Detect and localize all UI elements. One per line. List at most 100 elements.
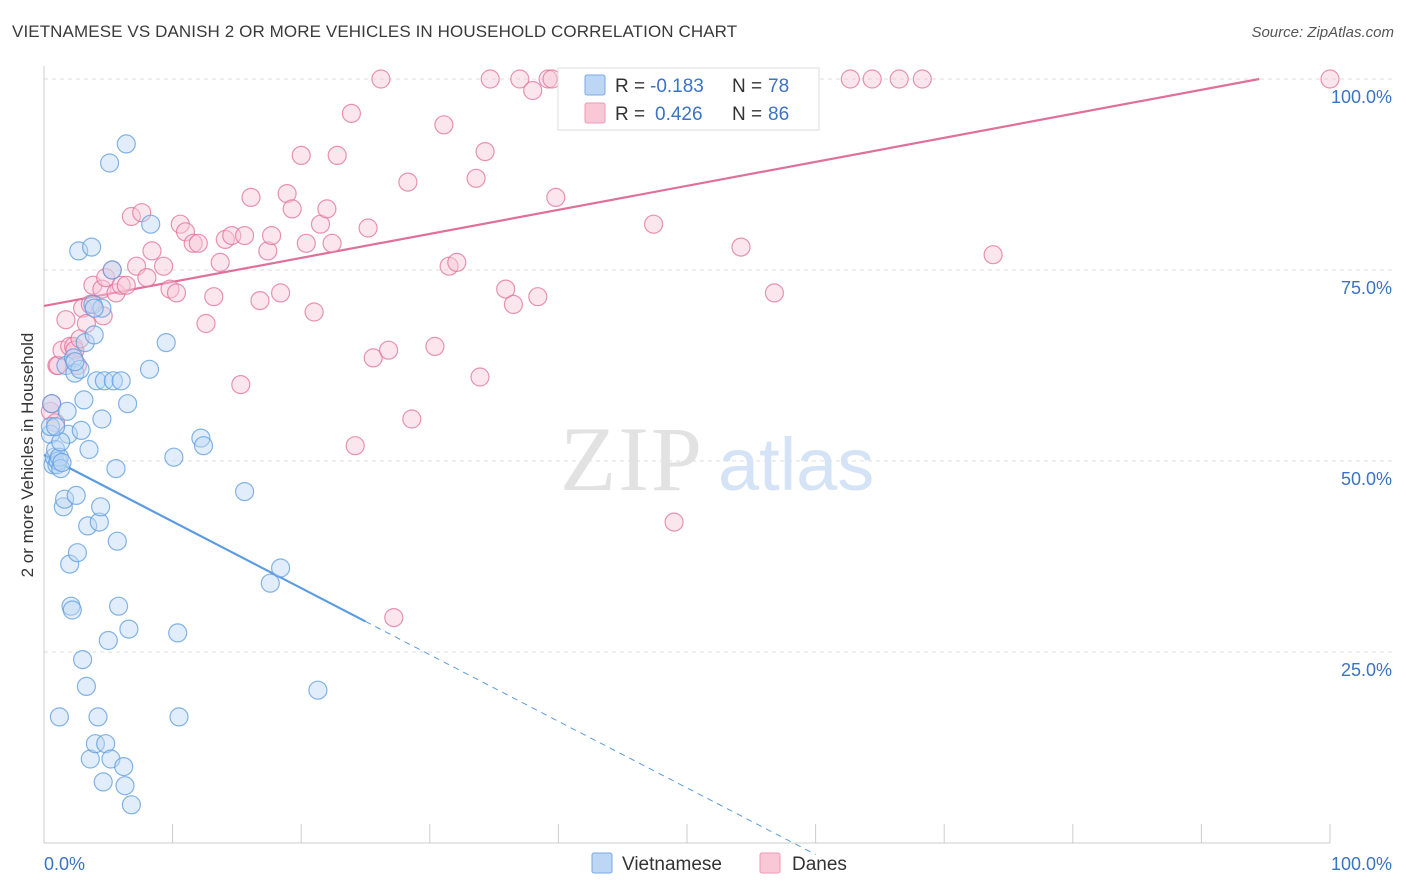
point-danes — [402, 409, 422, 429]
point-danes — [65, 340, 85, 360]
point-vietnamese — [103, 371, 124, 391]
point-vietnamese — [116, 134, 136, 154]
point-vietnamese — [51, 459, 71, 479]
point-danes — [475, 142, 495, 162]
x-tick-label: 0.0% — [44, 854, 85, 874]
point-danes — [291, 145, 311, 165]
point-vietnamese — [53, 497, 73, 517]
point-danes — [166, 283, 187, 303]
point-danes — [258, 241, 278, 261]
point-danes — [434, 115, 454, 135]
point-vietnamese — [102, 260, 122, 280]
point-danes — [643, 214, 664, 234]
legend-swatch-danes — [584, 102, 606, 124]
series-vietnamese — [40, 134, 328, 815]
point-vietnamese — [67, 543, 88, 563]
point-danes — [121, 206, 141, 227]
point-danes — [912, 69, 932, 89]
point-danes — [425, 336, 445, 356]
point-vietnamese — [65, 363, 85, 383]
point-danes — [322, 233, 342, 253]
legend-r-label-danes: R = — [615, 104, 645, 125]
legend-n-label-danes: N = — [732, 104, 762, 125]
point-danes — [111, 275, 131, 295]
point-danes — [116, 275, 136, 295]
point-danes — [731, 237, 751, 257]
point-danes — [262, 226, 282, 246]
point-danes — [277, 184, 297, 204]
point-vietnamese — [107, 531, 127, 551]
point-danes — [327, 145, 347, 165]
bottom-legend: Vietnamese Danes — [591, 852, 847, 875]
point-danes — [1320, 69, 1340, 89]
point-vietnamese — [308, 680, 328, 700]
trend-layer — [43, 77, 1260, 855]
point-danes — [345, 436, 365, 456]
point-vietnamese — [42, 394, 62, 414]
point-danes — [371, 69, 391, 89]
point-danes — [398, 172, 418, 192]
y-tick-label: 100.0% — [1331, 87, 1392, 107]
point-danes — [496, 279, 516, 299]
point-danes — [480, 69, 500, 89]
point-vietnamese — [141, 214, 161, 234]
point-vietnamese — [84, 298, 104, 318]
point-vietnamese — [90, 497, 111, 517]
point-vietnamese — [92, 298, 112, 318]
legend-n-value-vietnamese: 78 — [768, 76, 789, 97]
legend-n-label-vietnamese: N = — [732, 76, 762, 97]
point-danes — [379, 340, 399, 360]
point-vietnamese — [235, 482, 255, 502]
point-danes — [546, 187, 566, 207]
point-vietnamese — [62, 600, 82, 620]
point-vietnamese — [57, 401, 77, 421]
point-vietnamese — [139, 359, 160, 379]
point-danes — [250, 291, 270, 311]
point-danes — [296, 233, 316, 253]
point-vietnamese — [81, 237, 102, 257]
y-tick-label: 50.0% — [1341, 469, 1392, 489]
point-danes — [889, 69, 909, 89]
point-danes — [503, 294, 524, 314]
point-danes — [528, 287, 548, 307]
point-danes — [96, 268, 116, 288]
point-danes — [466, 168, 486, 188]
trendline-extension-vietnamese — [365, 620, 816, 855]
point-vietnamese — [271, 558, 291, 578]
y-axis-title: 2 or more Vehicles in Household — [18, 333, 37, 578]
point-danes — [154, 256, 174, 276]
point-vietnamese — [76, 676, 97, 697]
bottom-legend-swatch-vietnamese — [591, 852, 613, 874]
point-vietnamese — [79, 439, 99, 460]
point-danes — [56, 310, 76, 330]
point-danes — [271, 283, 291, 303]
legend-swatch-vietnamese — [584, 74, 606, 96]
point-vietnamese — [119, 619, 139, 639]
point-vietnamese — [191, 428, 211, 448]
point-danes — [92, 279, 112, 299]
point-vietnamese — [92, 409, 112, 429]
legend-r-label-vietnamese: R = — [615, 76, 645, 97]
chart-title: VIETNAMESE VS DANISH 2 OR MORE VEHICLES … — [12, 22, 738, 41]
chart-source: Source: ZipAtlas.com — [1251, 24, 1394, 41]
point-vietnamese — [78, 516, 98, 536]
point-danes — [142, 241, 162, 261]
legend-box: R = -0.183 N = 78 R = 0.426 N = 86 — [557, 67, 820, 131]
point-vietnamese — [80, 749, 100, 769]
point-vietnamese — [260, 573, 280, 593]
axes-layer: 0.0% 100.0% — [43, 66, 1392, 874]
point-danes — [235, 226, 255, 246]
point-danes — [317, 199, 337, 219]
x-tick-label: 100.0% — [1331, 854, 1392, 874]
point-vietnamese — [114, 756, 134, 777]
point-danes — [40, 401, 61, 421]
point-vietnamese — [117, 394, 138, 414]
bottom-legend-label-vietnamese: Vietnamese — [622, 854, 722, 875]
point-vietnamese — [54, 489, 75, 509]
grid-layer: 25.0% 50.0% 75.0% 100.0% — [44, 78, 1392, 680]
point-vietnamese — [111, 371, 131, 391]
point-vietnamese — [71, 420, 91, 440]
point-vietnamese — [156, 333, 176, 353]
trendline-danes — [43, 77, 1260, 307]
